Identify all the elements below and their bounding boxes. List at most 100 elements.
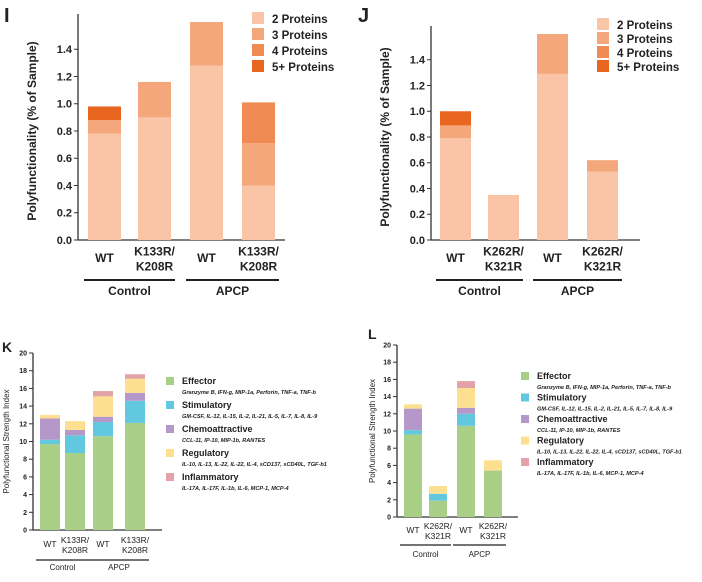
panel-l: L 0 2 4 6 8 10 12 14 16 18 20 Polyfunctional Strengt… (368, 326, 682, 559)
bar-segment-2-proteins (488, 194, 519, 240)
y-tick-label: 12 (19, 421, 27, 428)
group-label: APCP (108, 563, 130, 572)
y-tick-label: 12 (383, 411, 391, 418)
x-tick-label: K262R/K321R (582, 244, 623, 273)
bar-segment-3-proteins (537, 34, 568, 74)
legend-label: Inflammatory (182, 472, 239, 482)
y-tick-label: 0.0 (57, 235, 72, 247)
x-tick-label: K133R/K208R (134, 244, 175, 273)
bar-stack (93, 391, 113, 530)
legend-swatch (252, 28, 264, 40)
bar-segment-2-proteins (138, 117, 171, 240)
x-tick-label-line: WT (43, 539, 56, 549)
bar-segment-regulatory (457, 388, 475, 408)
legend-item: 2 Proteins (252, 12, 328, 26)
x-tick-label: K133R/K208R (238, 244, 279, 273)
bar-segment-regulatory (125, 378, 145, 393)
legend-swatch (597, 60, 609, 72)
bar-segment-effector (404, 434, 422, 517)
bar-segment-chemoattractive (404, 408, 422, 431)
bar-stack (537, 34, 568, 240)
x-tick-label-line: K262R/ (424, 521, 453, 531)
bar-segment-chemoattractive (125, 392, 145, 401)
x-tick-label-line: WT (459, 525, 472, 535)
legend-sublabel: IL-17A, IL-17F, IL-1b, IL-6, MCP-1, MCP-… (182, 486, 289, 492)
bar-segment-2-proteins (587, 171, 618, 240)
legend: 2 Proteins 3 Proteins 4 Proteins 5+ Protein… (597, 18, 679, 74)
panel-k: K 0 2 4 6 8 10 12 14 16 18 20 Polyfunctional Strengt… (2, 339, 327, 572)
x-tick-label-line: WT (446, 251, 465, 265)
bar-segment-4-proteins (242, 102, 275, 144)
bar-segment-effector (40, 444, 60, 530)
y-tick-label: 20 (383, 342, 391, 349)
y-tick-label: 1.0 (410, 106, 425, 118)
bar-segment-chemoattractive (65, 429, 85, 436)
y-tick-label: 0.2 (410, 209, 425, 221)
y-tick-label: 0.8 (410, 132, 425, 144)
x-tick-label-line: K133R/ (134, 244, 175, 258)
bar-segment-effector (429, 500, 447, 517)
bar-stack (65, 421, 85, 530)
panel-i: I 0.0 0.2 0.4 0.6 0.8 1.0 1.2 1.4 Polyfunctionali… (4, 5, 334, 298)
y-axis-label: Polyfunctional Strength Index (368, 379, 377, 483)
legend-item: 2 Proteins (597, 18, 673, 32)
legend-item: 4 Proteins (252, 44, 328, 58)
legend-swatch (166, 449, 174, 457)
y-tick-label: 4 (387, 480, 391, 487)
bar-segment-3-proteins (587, 160, 618, 172)
x-tick-label-line: K133R/ (121, 535, 150, 545)
legend-swatch (252, 60, 264, 72)
bar-segment-stimulatory (125, 400, 145, 423)
panel-letter: J (358, 5, 369, 27)
y-tick-label: 14 (19, 404, 27, 411)
x-tick-label-line: K133R/ (238, 244, 279, 258)
legend-item: Effector Granzyme B, IFN-g, MIP-1a, Perfo… (521, 371, 672, 391)
legend: Effector Granzyme B, IFN-g, MIP-1a, Perfo… (521, 371, 682, 477)
group-label: APCP (216, 284, 249, 298)
bar-segment-5-proteins (88, 106, 121, 121)
legend-swatch (521, 415, 529, 423)
legend-item: 5+ Proteins (597, 60, 679, 74)
bar-stack (40, 414, 60, 530)
legend-sublabel: CCL-11, IP-10, MIP-1b, RANTES (537, 428, 620, 434)
y-tick-label: 16 (383, 377, 391, 384)
legend-swatch (521, 372, 529, 380)
y-tick-label: 10 (19, 439, 27, 446)
x-tick-label-line: WT (197, 251, 216, 265)
legend-sublabel: IL-17A, IL-17F, IL-1b, IL-6, MCP-1, MCP-… (537, 471, 644, 477)
bar-segment-effector (484, 470, 502, 517)
legend-label: Chemoattractive (182, 424, 253, 434)
legend-item: Chemoattractive CCL-11, IP-10, MIP-1b, RA… (521, 414, 620, 434)
legend-label: 4 Proteins (617, 48, 673, 60)
bar-stack (125, 374, 145, 530)
legend-label: Chemoattractive (537, 414, 608, 424)
legend-swatch (521, 458, 529, 466)
legend-sublabel: IL-10, IL-13, IL-22, IL-22, IL-4, sCD137… (182, 462, 327, 468)
bar-stack (190, 22, 223, 240)
bar-stack (488, 194, 519, 240)
legend-item: Stimulatory GM-CSF, IL-12, IL-15, IL-2, I… (166, 400, 318, 420)
bar-stack (587, 160, 618, 240)
x-tick-label-line: K321R (480, 531, 506, 541)
y-tick-label: 4 (23, 492, 27, 499)
y-tick-label: 0.2 (57, 208, 72, 220)
bar-segment-chemoattractive (93, 416, 113, 423)
x-tick-label: WT (406, 525, 419, 535)
y-tick-label: 0.4 (410, 183, 426, 195)
legend: Effector Granzyme B, IFN-g, MIP-1a, Perfo… (166, 376, 327, 492)
legend-sublabel: GM-CSF, IL-12, IL-15, IL-2, IL-21, IL-5,… (537, 407, 673, 413)
legend-swatch (166, 377, 174, 385)
x-tick-label-line: K321R (425, 531, 451, 541)
bar-segment-effector (65, 453, 85, 530)
bar-segment-regulatory (93, 396, 113, 417)
bar-stack (404, 404, 422, 517)
y-tick-label: 0.6 (57, 153, 72, 165)
legend-label: 2 Proteins (272, 14, 328, 26)
bar-segment-5-proteins (440, 111, 471, 126)
bar-segment-2-proteins (537, 73, 568, 240)
bar-stack (429, 486, 447, 517)
group-label: APCP (469, 550, 491, 559)
legend-label: 3 Proteins (617, 34, 673, 46)
bar-segment-inflammatory (125, 374, 145, 379)
